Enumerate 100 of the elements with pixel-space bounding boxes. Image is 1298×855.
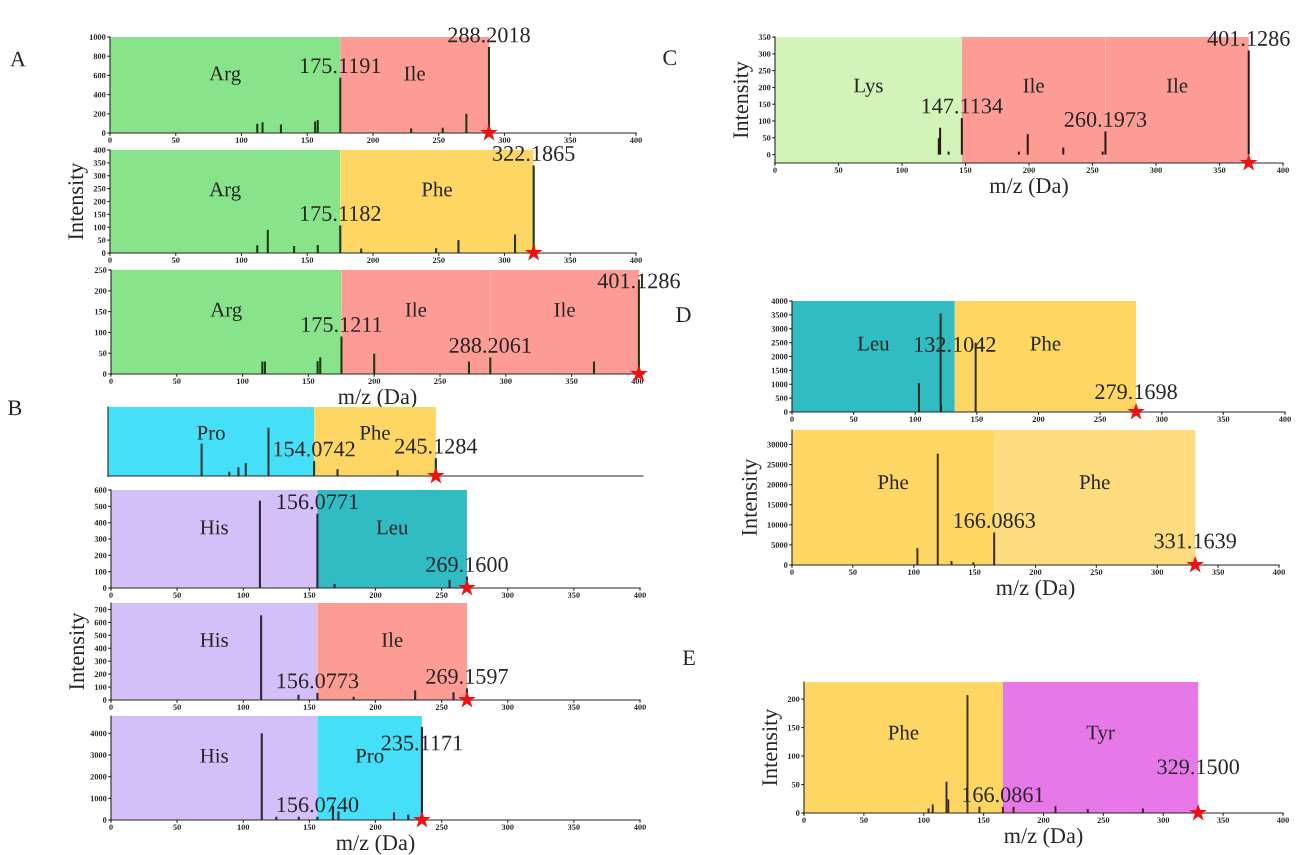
y-tick-label: 0 xyxy=(766,151,771,158)
annotation: 401.1286 xyxy=(1207,30,1290,47)
x-tick-label: 100 xyxy=(909,416,922,423)
annotation: 156.0771 xyxy=(277,494,358,510)
y-tick-label: 3000 xyxy=(771,326,788,332)
annotation: 288.2061 xyxy=(449,337,531,353)
x-tick-label: 200 xyxy=(369,704,382,711)
band-label: Phe xyxy=(1079,474,1110,490)
x-tick-label: 200 xyxy=(369,592,382,599)
annotation: 132.1042 xyxy=(915,336,996,353)
annotation: 269.1597 xyxy=(426,668,508,684)
text: C xyxy=(663,50,677,66)
x-tick-label: 300 xyxy=(501,704,514,711)
x-axis-title: m/z (Da) xyxy=(336,834,415,855)
x-tick-label: 0 xyxy=(109,824,113,831)
y-tick-label: 0 xyxy=(101,250,106,256)
x-tick-label: 400 xyxy=(631,378,644,385)
x-tick-label: 50 xyxy=(173,824,181,831)
text: B xyxy=(8,400,22,416)
y-tick-label: 200 xyxy=(94,671,107,678)
x-axis-title: m/z (Da) xyxy=(1004,827,1083,848)
x-axis-title: m/z (Da) xyxy=(996,579,1075,600)
y-tick-label: 300 xyxy=(93,173,106,179)
y-tick-label: 200 xyxy=(94,288,107,294)
x-tick-label: 400 xyxy=(629,137,642,144)
band-label: Ile xyxy=(405,302,427,317)
y-axis-title: Intensity xyxy=(68,162,88,240)
x-tick-label: 300 xyxy=(498,257,511,264)
x-tick-label: 250 xyxy=(432,137,445,144)
x-tick-label: 50 xyxy=(171,257,180,264)
x-tick-label: 0 xyxy=(109,378,113,385)
x-tick-label: 100 xyxy=(896,167,908,174)
y-tick-label: 1500 xyxy=(771,367,788,374)
y-tick-label: 250 xyxy=(758,67,771,74)
y-tick-label: 1000 xyxy=(90,795,107,802)
y-tick-label: 600 xyxy=(94,619,107,626)
y-tick-label: 500 xyxy=(94,503,107,510)
x-tick-label: 150 xyxy=(302,378,315,385)
y-tick-label: 250 xyxy=(94,267,107,273)
y-tick-label: 2000 xyxy=(90,774,107,780)
y-tick-label: 0 xyxy=(102,585,107,591)
x-tick-label: 300 xyxy=(1155,416,1168,423)
x-tick-label: 100 xyxy=(237,592,250,599)
x-tick-label: 250 xyxy=(432,257,445,264)
x-tick-label: 100 xyxy=(235,257,248,264)
x-tick-label: 350 xyxy=(1212,569,1225,576)
y-tick-label: 400 xyxy=(94,520,107,526)
band-label: Phe xyxy=(1030,335,1061,351)
x-tick-label: 400 xyxy=(1278,416,1291,423)
y-tick-label: 500 xyxy=(775,395,788,402)
x-tick-label: 150 xyxy=(303,592,316,599)
band-label: Phe xyxy=(421,181,452,197)
y-tick-label: 700 xyxy=(94,606,107,613)
band-label: Ile xyxy=(404,65,425,81)
band-label: Phe xyxy=(878,474,909,490)
x-tick-label: 300 xyxy=(1157,817,1170,824)
x-tick-label: 350 xyxy=(565,378,578,385)
band-label: Leu xyxy=(857,336,890,351)
annotation: 175.1191 xyxy=(300,58,381,74)
x-tick-label: 350 xyxy=(567,592,580,599)
x-tick-label: 350 xyxy=(1217,817,1230,824)
x-tick-label: 50 xyxy=(173,704,181,711)
x-tick-label: 300 xyxy=(498,137,511,144)
y-tick-label: 0 xyxy=(102,697,107,703)
x-tick-label: 200 xyxy=(367,257,379,264)
x-tick-label: 200 xyxy=(367,137,379,144)
band-label: Leu xyxy=(376,520,409,535)
y-tick-label: 100 xyxy=(759,118,771,124)
x-tick-label: 0 xyxy=(108,257,112,264)
x-tick-label: 250 xyxy=(435,592,448,599)
band-label: Phe xyxy=(888,724,919,740)
band-label: His xyxy=(200,520,228,535)
x-tick-label: 350 xyxy=(567,704,580,711)
x-tick-label: 200 xyxy=(368,378,381,385)
x-tick-label: 100 xyxy=(918,817,930,824)
x-tick-label: 0 xyxy=(108,137,112,144)
y-tick-label: 4000 xyxy=(771,298,788,304)
text: D xyxy=(676,307,691,322)
y-tick-label: 0 xyxy=(102,371,107,377)
x-tick-label: 350 xyxy=(1213,167,1226,174)
annotation: 260.1973 xyxy=(1064,111,1147,127)
y-tick-label: 150 xyxy=(94,211,106,218)
x-tick-label: 300 xyxy=(501,824,514,831)
annotation: 329.1500 xyxy=(1157,759,1239,775)
x-tick-label: 350 xyxy=(567,824,580,831)
y-tick-label: 50 xyxy=(791,781,800,788)
annotation: 288.2018 xyxy=(448,27,530,43)
annotation: 235.1171 xyxy=(381,735,462,751)
y-tick-label: 800 xyxy=(93,53,106,60)
annotation: 147.1134 xyxy=(922,98,1003,114)
band-label: Ile xyxy=(1166,77,1188,93)
x-tick-label: 50 xyxy=(171,137,180,144)
annotation: 175.1211 xyxy=(302,317,382,333)
y-tick-label: 350 xyxy=(758,34,771,40)
x-tick-label: 0 xyxy=(109,592,113,599)
y-tick-label: 200 xyxy=(93,198,106,205)
x-tick-label: 150 xyxy=(303,824,316,831)
x-tick-label: 350 xyxy=(564,257,577,264)
y-tick-label: 200 xyxy=(94,552,107,559)
x-tick-label: 50 xyxy=(849,569,857,576)
